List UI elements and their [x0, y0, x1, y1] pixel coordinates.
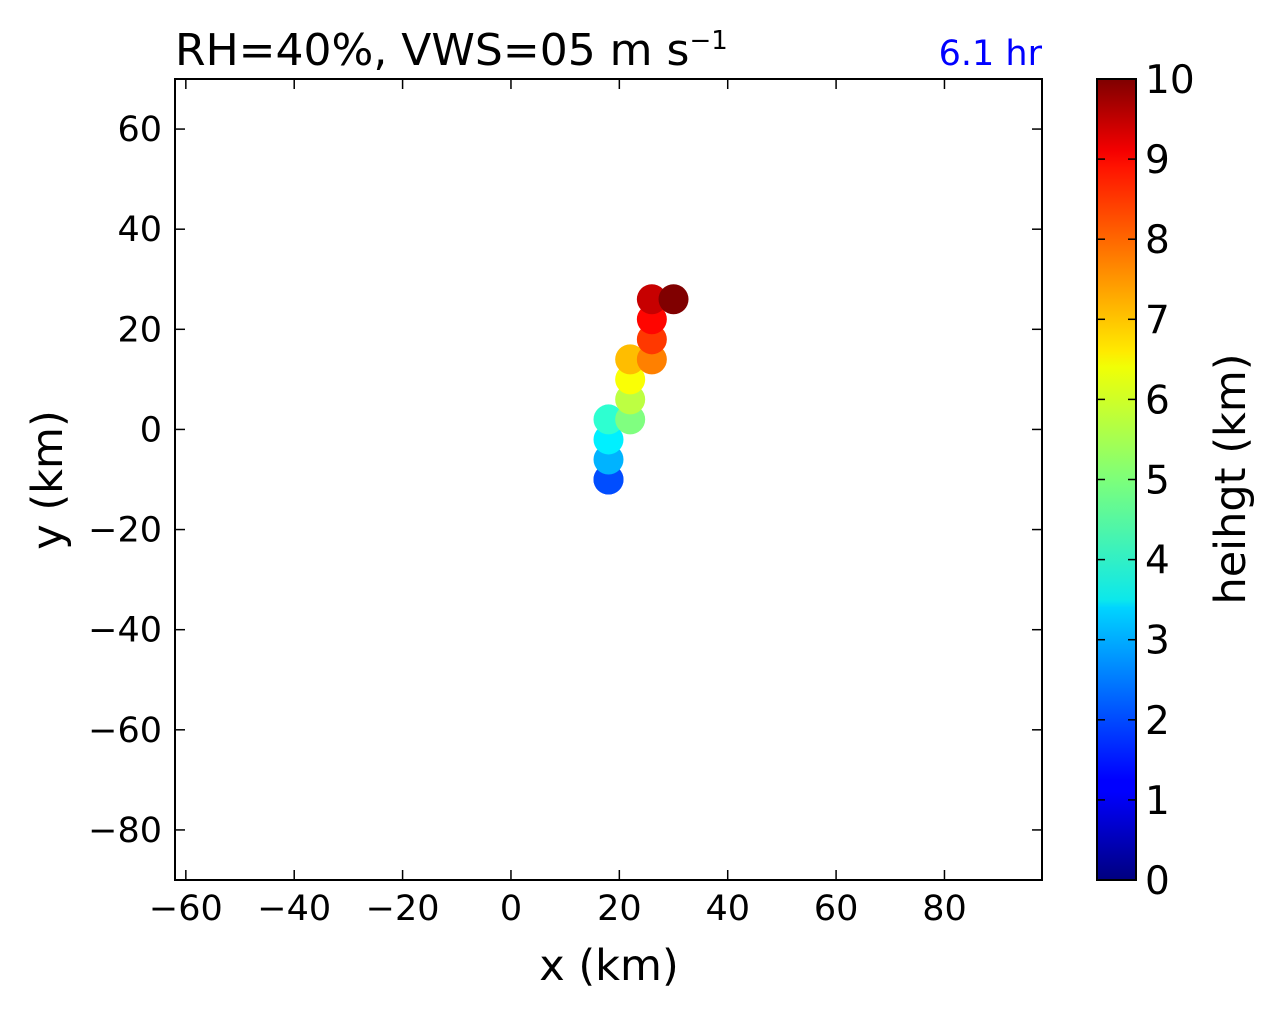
x-tick-label: −60	[149, 889, 223, 929]
y-ticks: 60 40 20 0 −20 −40 −60 −80	[88, 110, 1042, 851]
x-tick-label: 0	[500, 889, 522, 929]
colorbar-tick-label: 0	[1145, 859, 1170, 904]
colorbar-tick-label: 9	[1145, 138, 1170, 183]
data-point	[636, 284, 667, 315]
colorbar-tick-label: 4	[1145, 539, 1170, 584]
colorbar-tick-label: 5	[1145, 459, 1170, 504]
x-tick-label: −40	[257, 889, 331, 929]
y-tick-label: 20	[117, 310, 162, 350]
y-tick-label: −20	[88, 511, 162, 551]
y-tick-label: 60	[117, 110, 162, 150]
y-tick-label: −60	[88, 711, 162, 751]
chart-title: RH=40%, VWS=05 m s−1	[175, 25, 728, 76]
colorbar-tick-label: 2	[1145, 699, 1170, 744]
x-tick-label: 80	[922, 889, 967, 929]
x-tick-label: 60	[814, 889, 859, 929]
y-axis-label: y (km)	[23, 410, 73, 549]
colorbar-tick-label: 7	[1145, 298, 1170, 343]
colorbar-tick-label: 3	[1145, 619, 1170, 664]
colorbar-label: heihgt (km)	[1206, 353, 1256, 604]
x-ticks: −60 −40 −20 0 20 40 60 80	[149, 79, 967, 929]
x-tick-label: −20	[366, 889, 440, 929]
chart-title-main: RH=40%, VWS=05 m s	[175, 25, 689, 76]
colorbar-tick-label: 1	[1145, 779, 1170, 824]
colorbar-tick-label: 8	[1145, 218, 1170, 263]
x-tick-label: 20	[597, 889, 642, 929]
colorbar-tick-label: 10	[1145, 58, 1195, 103]
data-point	[658, 284, 689, 315]
data-point	[593, 404, 624, 435]
colorbar-ticks: 0 1 2 3 4 5 6 7 8 9 10	[1097, 58, 1195, 904]
data-point	[615, 344, 646, 375]
time-label: 6.1 hr	[939, 34, 1043, 74]
y-tick-label: −80	[88, 811, 162, 851]
y-tick-label: 0	[140, 410, 162, 450]
colorbar-tick-label: 6	[1145, 378, 1170, 423]
x-tick-label: 40	[705, 889, 750, 929]
plot-frame	[174, 78, 1043, 881]
data-points	[593, 284, 689, 495]
x-axis-label: x (km)	[539, 941, 678, 991]
chart-title-superscript: −1	[689, 26, 727, 56]
y-tick-label: 40	[117, 210, 162, 250]
y-tick-label: −40	[88, 611, 162, 651]
